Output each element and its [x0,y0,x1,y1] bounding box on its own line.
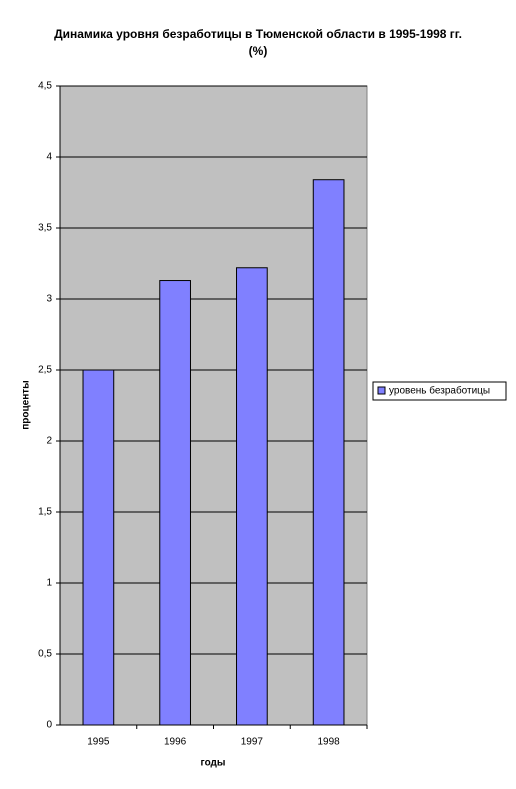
x-axis-label: годы [201,758,226,769]
x-tick-label: 1996 [164,737,187,748]
x-tick-label: 1995 [87,737,110,748]
bar [159,280,191,726]
legend-box [372,381,507,401]
legend-label: уровень безработицы [389,385,490,397]
y-tick-label: 0 [46,720,52,731]
y-axis-label: проценты [21,380,32,429]
bar [312,179,345,726]
y-tick-label: 4 [46,152,52,163]
y-tick-label: 2,5 [38,365,52,376]
x-tick-label: 1998 [318,737,341,748]
y-tick-label: 0,5 [38,649,52,660]
bar [236,267,268,726]
legend-swatch [377,386,386,395]
x-tick-label: 1997 [241,737,264,748]
chart-title: Динамика уровня безработицы в Тюменской … [54,27,462,58]
bar [82,369,115,726]
y-tick-label: 2 [46,436,52,447]
y-tick-label: 3 [46,294,52,305]
y-tick-label: 1 [46,578,52,589]
y-tick-label: 4,5 [38,81,52,92]
y-tick-label: 3,5 [38,223,52,234]
y-tick-label: 1,5 [38,507,52,518]
